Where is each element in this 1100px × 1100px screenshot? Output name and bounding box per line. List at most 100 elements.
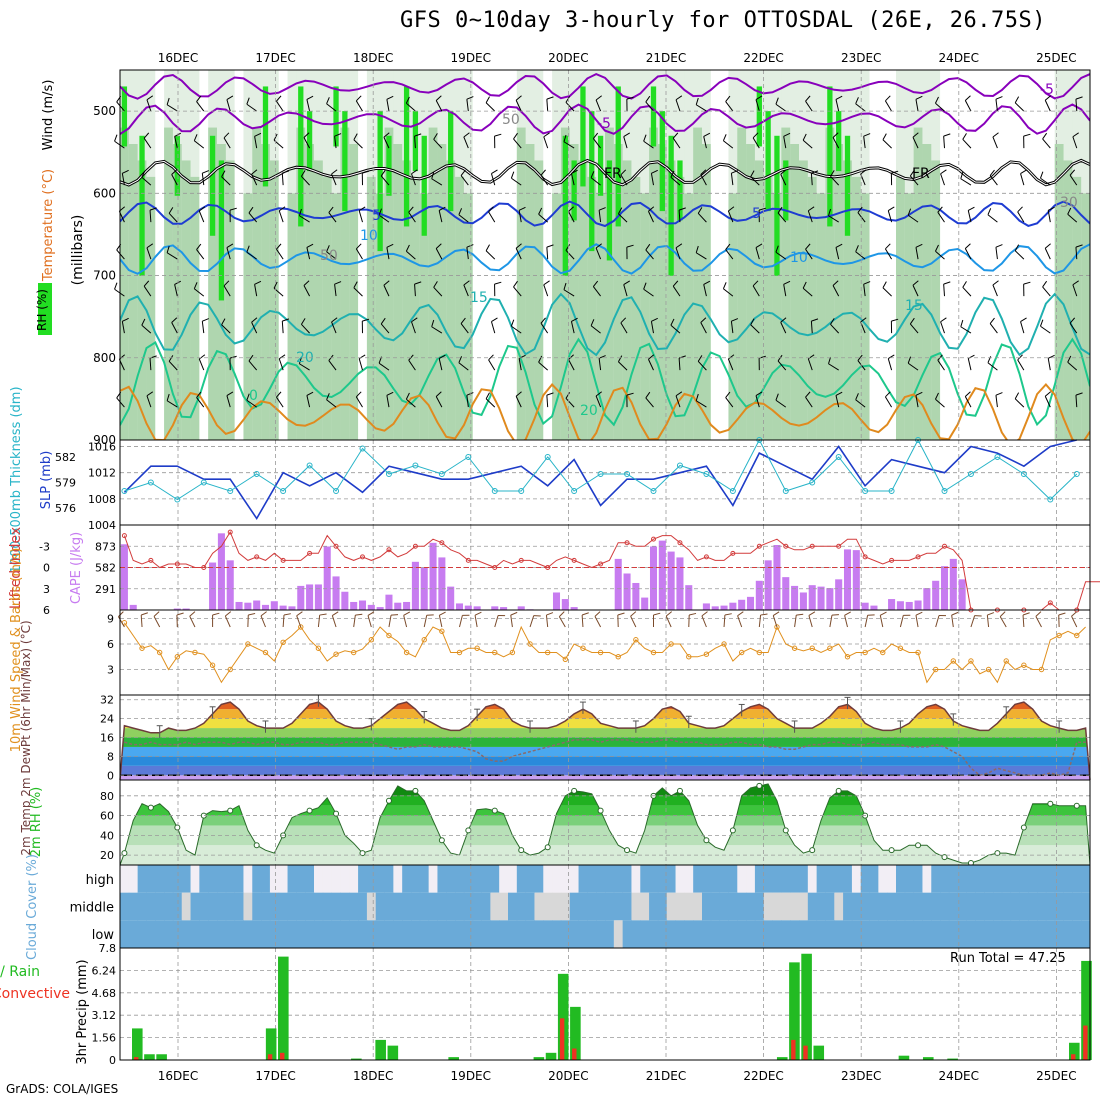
wind-barb-staff xyxy=(171,174,178,186)
wind-barb-staff xyxy=(433,286,443,297)
wind-barb-staff xyxy=(485,102,496,112)
cape-bar xyxy=(773,545,781,610)
upper-air-wind-barb xyxy=(912,132,919,149)
wind-barb-feather xyxy=(435,243,442,249)
rh2m-point xyxy=(782,827,789,834)
wind-barb-feather xyxy=(485,96,490,104)
cloud-cell xyxy=(552,865,562,893)
rh-tick-label: 80 xyxy=(100,790,114,803)
precip-total-bar xyxy=(144,1054,155,1060)
rh2m-point xyxy=(1047,800,1054,807)
cape-bar xyxy=(314,584,322,610)
temp-contour-5 xyxy=(120,200,1090,228)
upper-air-wind-barb xyxy=(171,169,178,186)
cloud-cell xyxy=(702,865,712,893)
wind-barb-feather xyxy=(405,96,410,104)
wind-barb-feather xyxy=(431,319,435,327)
upper-air-wind-barb xyxy=(331,169,338,186)
upper-air-wind-barb xyxy=(458,208,469,223)
upper-air-wind-barb xyxy=(488,206,496,223)
cloud-cell xyxy=(375,865,385,893)
rh2m-point xyxy=(994,850,1001,857)
wind-barb-feather xyxy=(166,97,170,105)
upper-air-wind-barb xyxy=(750,170,760,186)
thickness-point xyxy=(835,454,842,460)
rh-cell xyxy=(333,86,339,147)
wind-barb-staff xyxy=(777,360,787,371)
wind-barb-feather xyxy=(962,133,967,140)
wind-barb-staff xyxy=(725,101,734,112)
upper-air-wind-barb xyxy=(353,133,363,149)
wind-barb-staff xyxy=(466,99,469,112)
cloud-cell xyxy=(269,865,280,893)
upper-air-wind-barb xyxy=(518,206,526,223)
wind-barb-feather xyxy=(675,391,683,397)
surface-wind-barb xyxy=(653,612,661,627)
cape-bar xyxy=(667,551,675,610)
rh-cell xyxy=(243,193,253,440)
wind-barb-staff xyxy=(989,323,998,334)
wind-barb-staff xyxy=(703,136,707,149)
wind-barb-staff xyxy=(723,288,734,297)
wind-barb-feather xyxy=(912,280,919,286)
wind-barb-feather xyxy=(1040,171,1044,179)
wind-barb-staff xyxy=(301,323,310,334)
upper-air-wind-barb xyxy=(675,95,683,112)
lifted-index-point xyxy=(307,550,313,556)
wind-barb-feather xyxy=(796,613,804,616)
rh-cell xyxy=(668,135,674,276)
cape-bar xyxy=(958,579,966,610)
wind-barb-staff xyxy=(964,248,972,260)
upper-air-wind-barb xyxy=(1014,96,1025,112)
wind-barb-feather xyxy=(248,612,256,616)
cloud-cell xyxy=(208,892,218,921)
rh-cell xyxy=(571,160,577,221)
wind-barb-staff xyxy=(1022,614,1025,628)
cloud-cell xyxy=(155,920,165,948)
wind-barb-staff xyxy=(153,616,161,628)
bottom-date-label: 20DEC xyxy=(548,1069,588,1083)
wind-barb-feather xyxy=(276,95,282,102)
wind-barb-staff xyxy=(915,395,919,408)
rh-cell xyxy=(552,193,562,440)
cloud-cell xyxy=(993,865,1003,893)
wind-barb-staff xyxy=(355,396,363,408)
wind-barb-staff xyxy=(474,615,478,628)
rh-cell xyxy=(208,127,218,440)
upper-air-wind-barb xyxy=(1042,132,1051,149)
wind-barb-staff xyxy=(254,284,258,297)
upper-air-wind-barb xyxy=(383,280,390,297)
cloud-cell xyxy=(1063,892,1073,921)
wind-barb-staff xyxy=(511,177,522,186)
upper-air-wind-barb xyxy=(229,355,237,371)
cloud-cell xyxy=(287,920,297,948)
wind-barb-staff xyxy=(1017,359,1025,371)
wind-speed-point xyxy=(350,649,357,656)
rh-cell xyxy=(940,70,950,440)
wind-barb-staff xyxy=(1069,322,1078,334)
cloud-cell xyxy=(790,865,800,893)
cloud-cell xyxy=(631,892,641,921)
upper-air-wind-barb xyxy=(433,281,443,297)
wind-barb-feather xyxy=(672,280,679,287)
lifted-index-point xyxy=(703,554,709,560)
upper-air-wind-barb xyxy=(1014,244,1025,260)
wind-speed-point xyxy=(298,624,304,630)
rh-cell xyxy=(966,70,976,440)
wind-barb-feather xyxy=(752,280,759,287)
wind-barb-feather xyxy=(1040,319,1044,327)
wind-barb-staff xyxy=(141,176,152,186)
wind-barb-feather xyxy=(494,281,502,285)
wind-barb-staff xyxy=(116,249,125,260)
upper-air-wind-barb xyxy=(431,319,443,334)
cape-bar xyxy=(676,557,684,610)
wind-barb-feather xyxy=(563,282,567,290)
wind-barb-feather xyxy=(1042,280,1048,288)
wind-barb-staff xyxy=(592,286,601,297)
upper-air-wind-barb xyxy=(672,280,681,297)
wind-speed-point xyxy=(862,649,868,656)
upper-air-wind-barb xyxy=(405,244,416,260)
wind-barb-staff xyxy=(458,214,469,223)
thickness-point xyxy=(624,471,631,477)
wind-barb-staff xyxy=(675,395,681,408)
